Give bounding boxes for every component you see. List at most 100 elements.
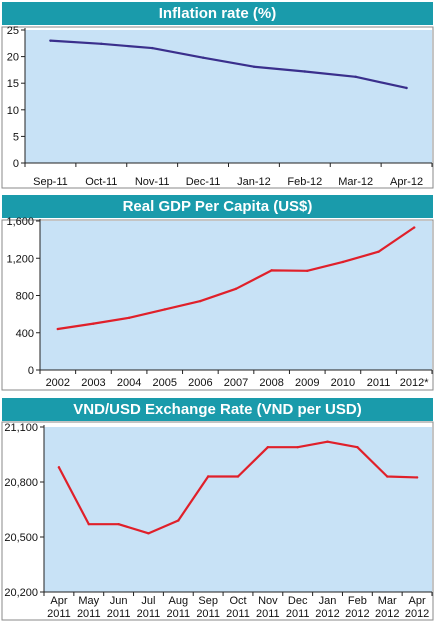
- inflation-chart: 0 5 10 15 20 25 Sep-11 Oct-11 Nov-11 Dec-11 Jan-12…: [1, 25, 434, 189]
- x-tick-label: Apr 2011: [47, 595, 71, 620]
- x-tick-label: Oct 2011: [226, 595, 250, 620]
- x-tick-label: Jan-12: [237, 176, 271, 188]
- x-tick-label-month: Jul: [141, 595, 155, 607]
- x-tick-label: Aug 2011: [166, 595, 190, 620]
- data-point: [163, 308, 166, 311]
- y-tick-label: 0: [28, 365, 34, 377]
- x-tick-label-month: Jun: [110, 595, 128, 607]
- x-tick-label: Jul 2011: [137, 595, 161, 620]
- data-point: [87, 522, 90, 526]
- x-tick-label-year: 2011: [286, 608, 310, 620]
- data-point: [49, 39, 52, 42]
- data-point: [354, 75, 357, 79]
- y-tick-label: 15: [7, 78, 19, 90]
- x-tick-label-year: 2012: [315, 608, 339, 620]
- plot-area: [44, 427, 432, 592]
- plot-area: [25, 30, 432, 163]
- data-point: [234, 287, 238, 290]
- data-point: [57, 466, 61, 469]
- x-tick-label: 2007: [224, 377, 248, 389]
- y-tick-label: 25: [7, 25, 19, 37]
- x-tick-label-year: 2011: [256, 608, 280, 620]
- x-tick-label: Mar 2012: [375, 595, 399, 620]
- x-tick-label: 2010: [331, 377, 355, 389]
- x-tick-label-month: Nov: [258, 595, 278, 607]
- plot-area: [40, 221, 432, 370]
- x-tick-label: 2008: [259, 377, 283, 389]
- y-tick-label: 20,800: [4, 477, 38, 489]
- x-tick-label-year: 2011: [137, 608, 161, 620]
- x-tick-label: 2005: [152, 377, 176, 389]
- data-point: [341, 260, 345, 264]
- y-tick-label: 21,100: [4, 422, 38, 434]
- y-tick-label: 20: [7, 52, 19, 64]
- data-point: [147, 532, 150, 535]
- y-tick-label: 800: [16, 291, 34, 303]
- x-tick-label-year: 2012: [405, 608, 429, 620]
- x-tick-label: Nov-11: [135, 176, 170, 188]
- data-point: [412, 226, 416, 229]
- data-point: [150, 46, 154, 50]
- x-tick-label: Jun 2011: [107, 595, 131, 620]
- x-tick-label-month: Dec: [288, 595, 308, 607]
- data-point: [356, 445, 359, 449]
- x-tick-label: 2006: [188, 377, 212, 389]
- x-tick-label: Sep-11: [33, 176, 68, 188]
- data-point: [92, 322, 95, 325]
- x-tick-label-month: Sep: [198, 595, 218, 607]
- x-tick-label-month: Jan: [319, 595, 337, 607]
- x-tick-label: Jan 2012: [315, 595, 339, 620]
- data-point: [303, 70, 307, 73]
- data-point: [236, 475, 240, 478]
- x-tick-label-month: Apr: [50, 595, 67, 607]
- y-tick-label: 1,600: [6, 216, 34, 228]
- x-tick-label-month: Aug: [169, 595, 189, 607]
- data-point: [100, 42, 103, 46]
- data-point: [405, 86, 408, 90]
- x-tick-label: May 2011: [77, 595, 101, 620]
- x-tick-label: 2012*: [400, 377, 429, 389]
- exchange-rate-chart-title: VND/USD Exchange Rate (VND per USD): [2, 398, 433, 421]
- x-tick-label-year: 2011: [196, 608, 220, 620]
- x-tick-label-year: 2011: [47, 608, 71, 620]
- data-point: [270, 269, 273, 272]
- data-point: [296, 445, 299, 449]
- data-point: [206, 475, 210, 478]
- x-tick-label: Oct-11: [85, 176, 117, 188]
- x-tick-label: Feb-12: [287, 176, 322, 188]
- x-tick-label: 2003: [81, 377, 105, 389]
- y-tick-label: 400: [16, 328, 34, 340]
- y-tick-label: 5: [13, 131, 19, 143]
- x-tick-label-month: Mar: [378, 595, 397, 607]
- data-point: [56, 327, 60, 331]
- x-tick-label-month: Apr: [409, 595, 426, 607]
- x-tick-label: Sep 2011: [196, 595, 220, 620]
- y-tick-label: 20,200: [4, 587, 38, 599]
- x-tick-label-month: Feb: [348, 595, 367, 607]
- x-tick-label: Apr-12: [390, 176, 423, 188]
- data-point: [117, 522, 120, 526]
- x-tick-label: Mar-12: [338, 176, 373, 188]
- series-line: [49, 39, 408, 90]
- data-point: [252, 65, 256, 68]
- data-point: [199, 299, 202, 303]
- data-point: [127, 316, 131, 320]
- data-point: [377, 250, 380, 253]
- x-tick-label: Dec-11: [186, 176, 221, 188]
- data-point: [386, 475, 389, 478]
- x-tick-label: Feb 2012: [345, 595, 369, 620]
- y-tick-label: 1,200: [6, 253, 34, 265]
- y-tick-label: 0: [13, 158, 19, 170]
- x-tick-label: 2002: [46, 377, 70, 389]
- x-tick-label: 2009: [295, 377, 319, 389]
- y-tick-label: 10: [7, 105, 19, 117]
- x-tick-label-month: May: [78, 595, 99, 607]
- data-point: [177, 519, 180, 522]
- x-tick-label-year: 2012: [375, 608, 399, 620]
- gdp-chart-title: Real GDP Per Capita (US$): [2, 195, 433, 218]
- x-tick-label-year: 2011: [226, 608, 250, 620]
- data-point: [201, 56, 205, 59]
- data-point: [266, 445, 270, 449]
- x-tick-label-year: 2011: [166, 608, 190, 620]
